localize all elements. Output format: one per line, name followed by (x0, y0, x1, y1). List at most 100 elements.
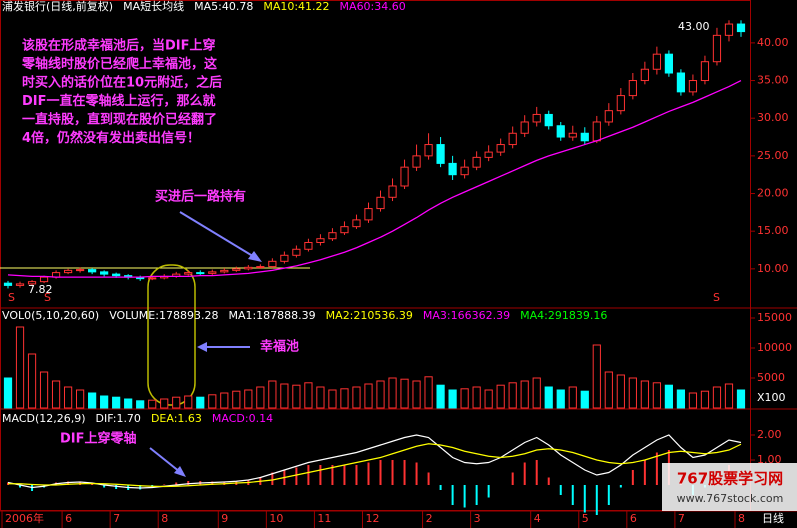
candle-body (376, 196, 385, 210)
volume-bar (112, 396, 121, 409)
candle-body (628, 80, 637, 97)
candle-body (364, 208, 373, 221)
candle-body (652, 53, 661, 70)
candle-body (424, 144, 433, 157)
pool-outline (147, 264, 196, 406)
candle-body (328, 232, 337, 240)
header-label: DEA:1.63 (151, 412, 202, 425)
volume-bar (304, 382, 313, 409)
unit-label: X100 (757, 391, 786, 404)
x-tick-label: 11 (317, 512, 331, 525)
header-label: MA5:40.78 (194, 0, 253, 13)
candle-body (664, 53, 674, 74)
volume-bar (39, 371, 49, 409)
candle-body (484, 151, 493, 158)
candle-body (460, 166, 469, 176)
y-tick-label: 5000 (757, 371, 785, 384)
candle-body (544, 113, 553, 127)
volume-bar (736, 389, 746, 409)
x-tick-label: 7 (678, 512, 685, 525)
volume-bar (15, 326, 25, 409)
note-line: 时买入的话价位在10元附近，之后 (22, 75, 222, 91)
x-tick-label: 2006年 (5, 511, 44, 525)
arrow-head (248, 251, 262, 262)
volume-bar (400, 378, 409, 409)
candle-body (256, 266, 265, 269)
x-tick-label: 7 (113, 512, 120, 525)
candle-body (712, 34, 722, 63)
volume-bar (652, 382, 661, 409)
buy-hold-note: 买进后一路持有 (155, 189, 246, 205)
y-tick-label: 1.00 (757, 453, 782, 466)
period-label: 日线 (762, 511, 784, 525)
volume-bar (208, 394, 217, 409)
header-label: VOLUME:178893.28 (109, 309, 218, 322)
y-tick-label: 25.00 (757, 149, 789, 162)
volume-bar (280, 383, 289, 409)
candle-body (556, 125, 565, 138)
volume-bar (460, 388, 469, 409)
volume-bar (256, 386, 265, 409)
candle-body (63, 269, 73, 274)
header-label: MA2:210536.39 (326, 309, 413, 322)
sell-mark: S (44, 291, 51, 304)
watermark-bg (662, 463, 797, 511)
candle-body (280, 254, 289, 262)
candle-body (616, 95, 625, 112)
candle-body (640, 68, 649, 82)
volume-bar (520, 380, 529, 409)
volume-bar (604, 371, 613, 409)
candle-body (568, 132, 577, 138)
volume-bar (712, 386, 722, 409)
header-label: MA短长均线 (123, 0, 184, 13)
arrow-head (197, 342, 207, 352)
volume-bar (676, 389, 686, 409)
ma-line (7, 79, 742, 278)
volume-bar (160, 398, 169, 409)
volume-bar (664, 384, 674, 409)
volume-bar (724, 383, 734, 409)
candle-body (340, 226, 349, 234)
candle-body (184, 272, 193, 275)
candle-body (268, 260, 277, 268)
candle-body (148, 277, 157, 280)
x-tick-label: 5 (582, 512, 589, 525)
watermark-url: www.767stock.com (677, 492, 784, 505)
volume-bar (63, 386, 73, 409)
note-line: 一直持股，直到现在股价已经翻了 (22, 112, 217, 128)
candle-body (15, 283, 25, 286)
volume-bar (27, 353, 37, 409)
volume-bar (100, 395, 109, 409)
x-tick-label: 8 (738, 512, 745, 525)
y-tick-label: 10000 (757, 341, 792, 354)
candle-body (208, 271, 217, 274)
volume-bar (268, 380, 277, 409)
candle-body (316, 238, 325, 243)
y-tick-label: 20.00 (757, 187, 789, 200)
y-tick-label: 30.00 (757, 111, 789, 124)
volume-bar (244, 389, 253, 409)
volume-bar (172, 396, 181, 409)
y-tick-label: 10.00 (757, 262, 789, 275)
candle-body (39, 276, 49, 283)
candle-body (88, 269, 97, 273)
candle-body (676, 72, 686, 93)
candle-body (304, 241, 313, 250)
y-tick-label: 15000 (757, 311, 792, 324)
volume-bar (292, 384, 301, 409)
volume-bar (184, 395, 193, 409)
x-tick-label: 3 (474, 512, 481, 525)
candle-body (700, 61, 710, 82)
arrow (149, 447, 181, 473)
y-tick-label: 2.00 (757, 428, 782, 441)
volume-bar (340, 388, 349, 409)
volume-bar (196, 396, 205, 409)
y-tick-label: 35.00 (757, 74, 789, 87)
header-label: MA4:291839.16 (520, 309, 607, 322)
volume-bar (484, 389, 493, 409)
candle-body (112, 273, 121, 277)
header-label: MA60:34.60 (340, 0, 406, 13)
arrow (179, 211, 257, 259)
candle-body (400, 166, 409, 187)
